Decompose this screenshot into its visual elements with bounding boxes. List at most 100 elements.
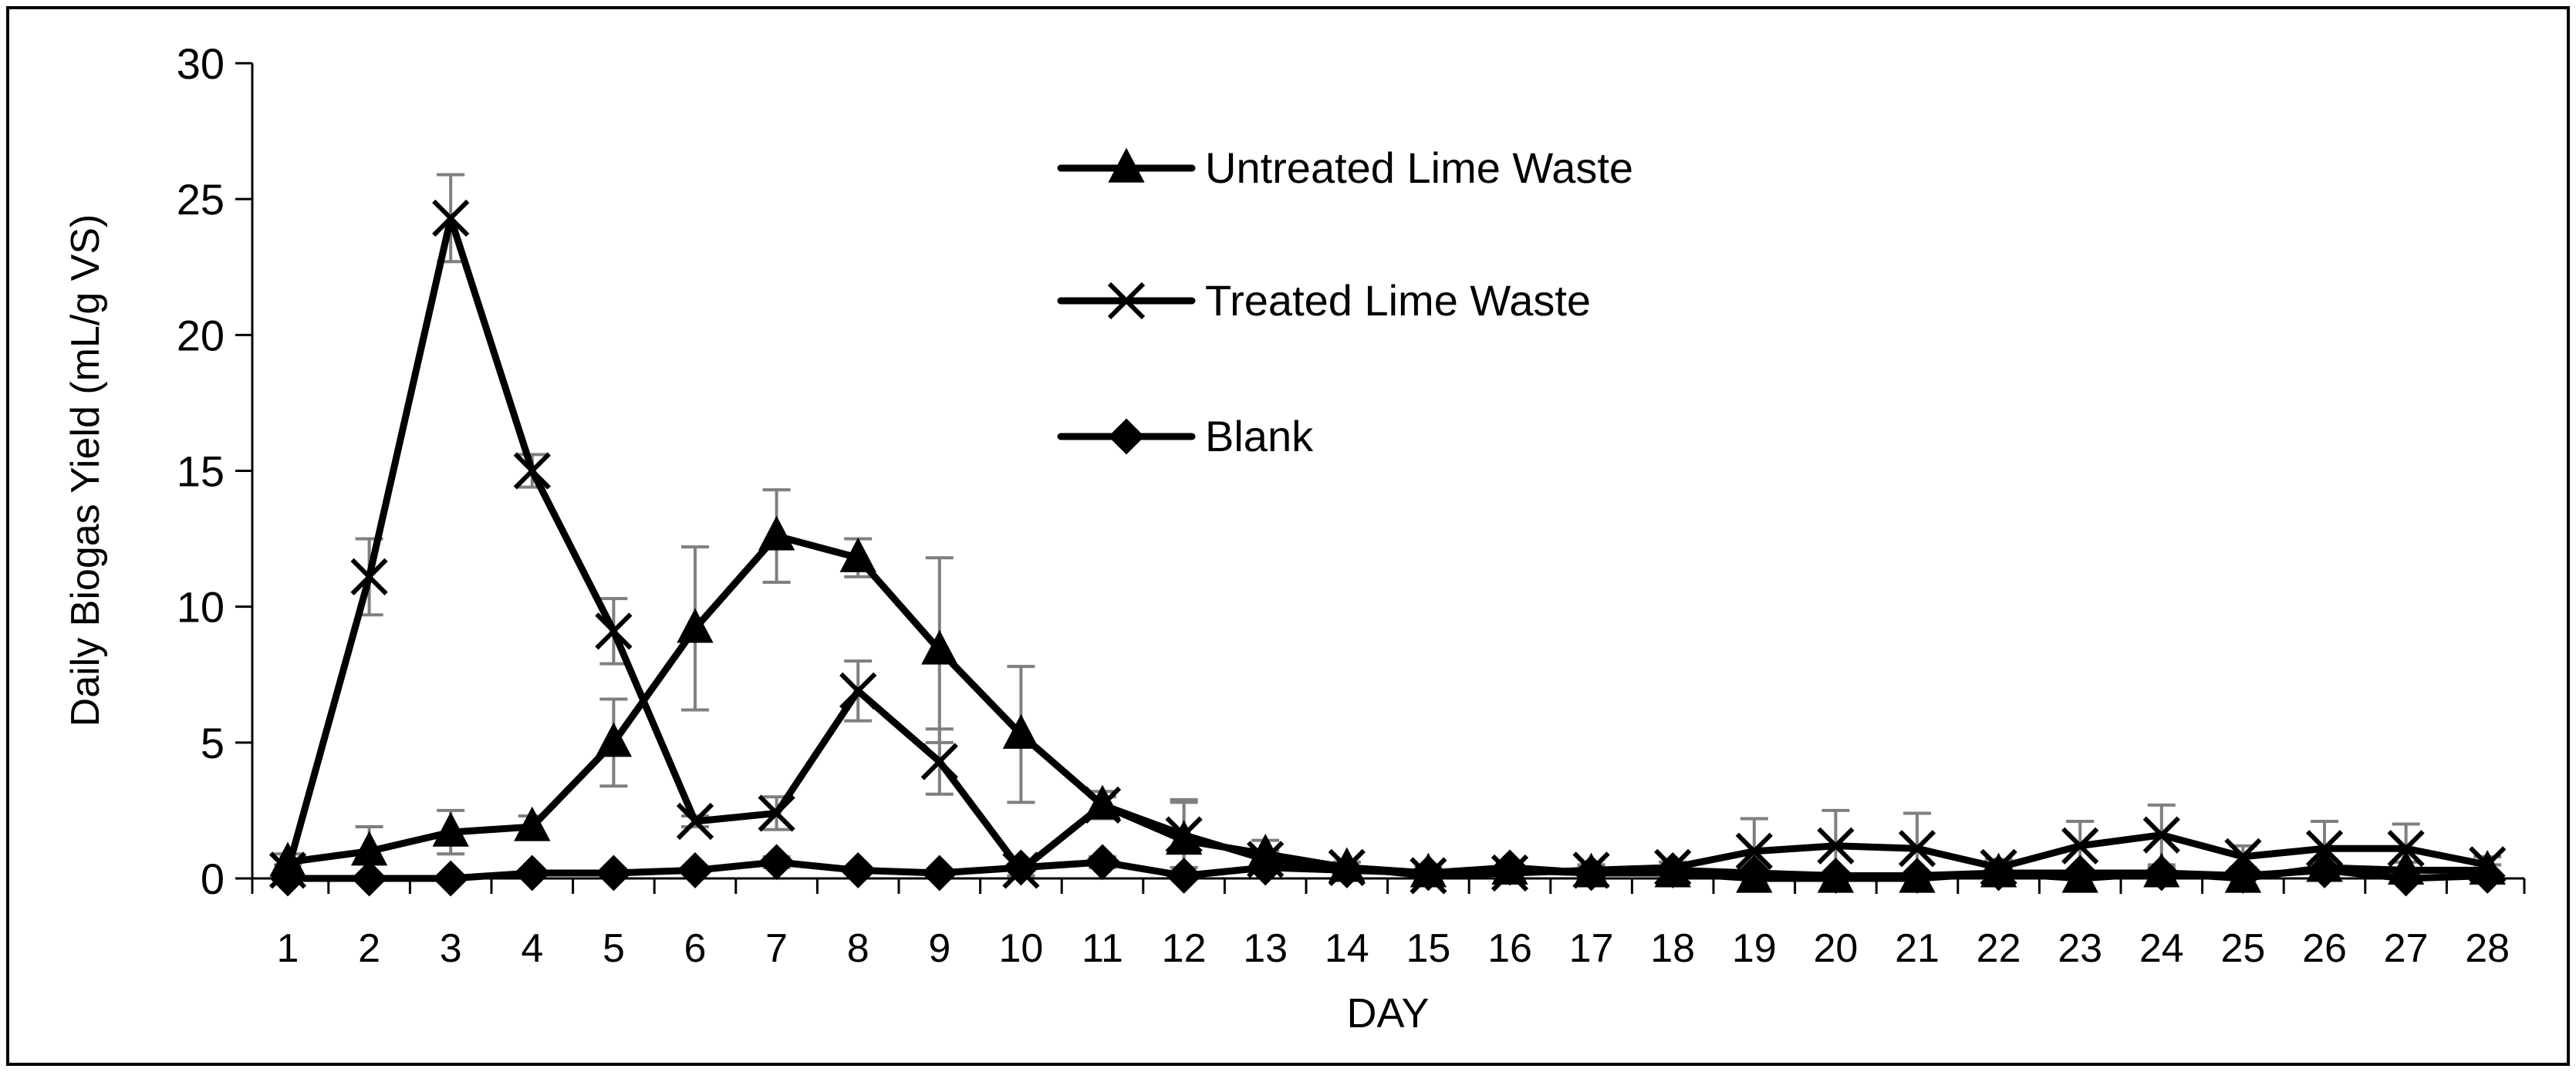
marker-diamond — [2224, 858, 2261, 894]
marker-x-stroke — [432, 199, 470, 237]
marker-x — [2387, 830, 2425, 868]
marker-triangle — [595, 722, 633, 757]
marker-diamond — [1166, 858, 1203, 894]
y-tick-label: 20 — [177, 311, 225, 359]
x-tick-label: 19 — [1732, 926, 1777, 971]
x-axis-ticks: 1 2 3 4 5 6 7 8 9 10 11 12 13 14 15 16 17 18 19 20 21 22 23 24 2… — [251, 878, 2526, 971]
marker-x-stroke — [595, 612, 633, 650]
x-axis-title: DAY — [1346, 990, 1429, 1037]
x-tick-label: 8 — [847, 926, 869, 971]
x-tick-label: 18 — [1650, 926, 1695, 971]
marker-x-stroke — [1898, 830, 1936, 868]
chart-border — [6, 6, 2570, 1066]
marker-diamond — [1247, 849, 1284, 886]
marker-x-stroke — [839, 672, 877, 710]
marker-diamond — [1736, 855, 1773, 892]
series-line-diamond — [284, 858, 2491, 882]
marker-triangle — [1108, 147, 1145, 183]
marker-diamond — [1491, 849, 1528, 886]
x-tick-label: 16 — [1487, 926, 1532, 971]
marker-x-stroke — [1107, 281, 1146, 320]
marker-triangle — [1002, 713, 1040, 749]
marker-diamond — [1108, 418, 1145, 455]
marker-x — [1083, 786, 1122, 824]
y-axis-ticks: 0 5 10 15 20 25 30 — [177, 39, 252, 903]
marker-diamond — [1980, 855, 2017, 892]
marker-triangle — [514, 806, 551, 841]
legend-label: Untreated Lime Waste — [1205, 143, 1633, 192]
marker-x — [2224, 838, 2262, 875]
marker-x — [1817, 827, 1855, 865]
marker-x — [1735, 832, 1773, 870]
marker-diamond — [921, 855, 958, 892]
marker-x — [2305, 830, 2344, 868]
marker-x-stroke — [2305, 830, 2344, 868]
x-tick-label: 9 — [928, 926, 950, 971]
x-tick-label: 10 — [998, 926, 1043, 971]
marker-x-stroke — [1817, 827, 1855, 865]
marker-x-stroke — [1165, 816, 1203, 854]
marker-diamond — [1002, 849, 1039, 886]
marker-diamond — [1573, 855, 1610, 892]
x-tick-label: 28 — [2465, 926, 2510, 971]
marker-triangle — [432, 811, 469, 847]
x-tick-label: 20 — [1813, 926, 1858, 971]
x-tick-label: 22 — [1977, 926, 2021, 971]
marker-x — [1107, 281, 1146, 320]
x-tick-label: 26 — [2302, 926, 2347, 971]
y-axis-title: Daily Biogas Yield (mL/g VS) — [63, 214, 108, 727]
x-tick-label: 17 — [1569, 926, 1614, 971]
x-tick-label: 3 — [440, 926, 462, 971]
y-tick-label: 0 — [201, 855, 225, 903]
x-tick-label: 12 — [1162, 926, 1207, 971]
marker-triangle — [677, 608, 714, 643]
x-tick-label: 27 — [2384, 926, 2429, 971]
marker-triangle — [839, 537, 876, 572]
y-tick-label: 10 — [177, 583, 225, 632]
x-tick-label: 4 — [521, 926, 543, 971]
x-tick-label: 7 — [765, 926, 788, 971]
y-tick-label: 15 — [177, 447, 225, 496]
x-tick-label: 13 — [1243, 926, 1288, 971]
marker-x — [2142, 816, 2180, 854]
x-tick-label: 2 — [358, 926, 380, 971]
marker-diamond — [2469, 858, 2506, 894]
marker-diamond — [1899, 858, 1936, 894]
marker-x — [920, 743, 958, 780]
marker-x-stroke — [2061, 827, 2099, 865]
legend-label: Treated Lime Waste — [1205, 276, 1591, 325]
marker-diamond — [1817, 858, 1854, 894]
series-lines — [284, 214, 2491, 882]
marker-x-stroke — [513, 452, 551, 490]
marker-x-stroke — [2142, 816, 2180, 854]
marker-x-stroke — [676, 802, 714, 841]
x-tick-label: 24 — [2139, 926, 2184, 971]
marker-x — [513, 452, 551, 490]
marker-triangle — [758, 515, 795, 551]
marker-x — [432, 199, 470, 237]
marker-diamond — [2061, 855, 2098, 892]
marker-x — [1165, 816, 1203, 854]
x-tick-label: 1 — [277, 926, 299, 971]
marker-x-stroke — [1083, 786, 1122, 824]
marker-x-stroke — [920, 743, 958, 780]
marker-x — [758, 794, 795, 832]
x-tick-label: 25 — [2220, 926, 2265, 971]
marker-x-stroke — [1735, 832, 1773, 870]
legend: Untreated Lime Waste Treated Lime Waste Bl… — [1057, 143, 1633, 460]
y-tick-label: 30 — [177, 39, 225, 88]
marker-x — [595, 612, 633, 650]
marker-x — [350, 558, 388, 596]
marker-x — [2061, 827, 2099, 865]
marker-x-stroke — [758, 794, 795, 832]
marker-x-stroke — [350, 558, 388, 596]
y-tick-label: 25 — [177, 175, 225, 224]
marker-diamond — [595, 855, 632, 892]
marker-diamond — [514, 855, 551, 892]
x-tick-label: 6 — [684, 926, 707, 971]
y-tick-label: 5 — [201, 719, 225, 767]
x-tick-label: 21 — [1895, 926, 1940, 971]
x-tick-label: 15 — [1406, 926, 1450, 971]
marker-x — [839, 672, 877, 710]
